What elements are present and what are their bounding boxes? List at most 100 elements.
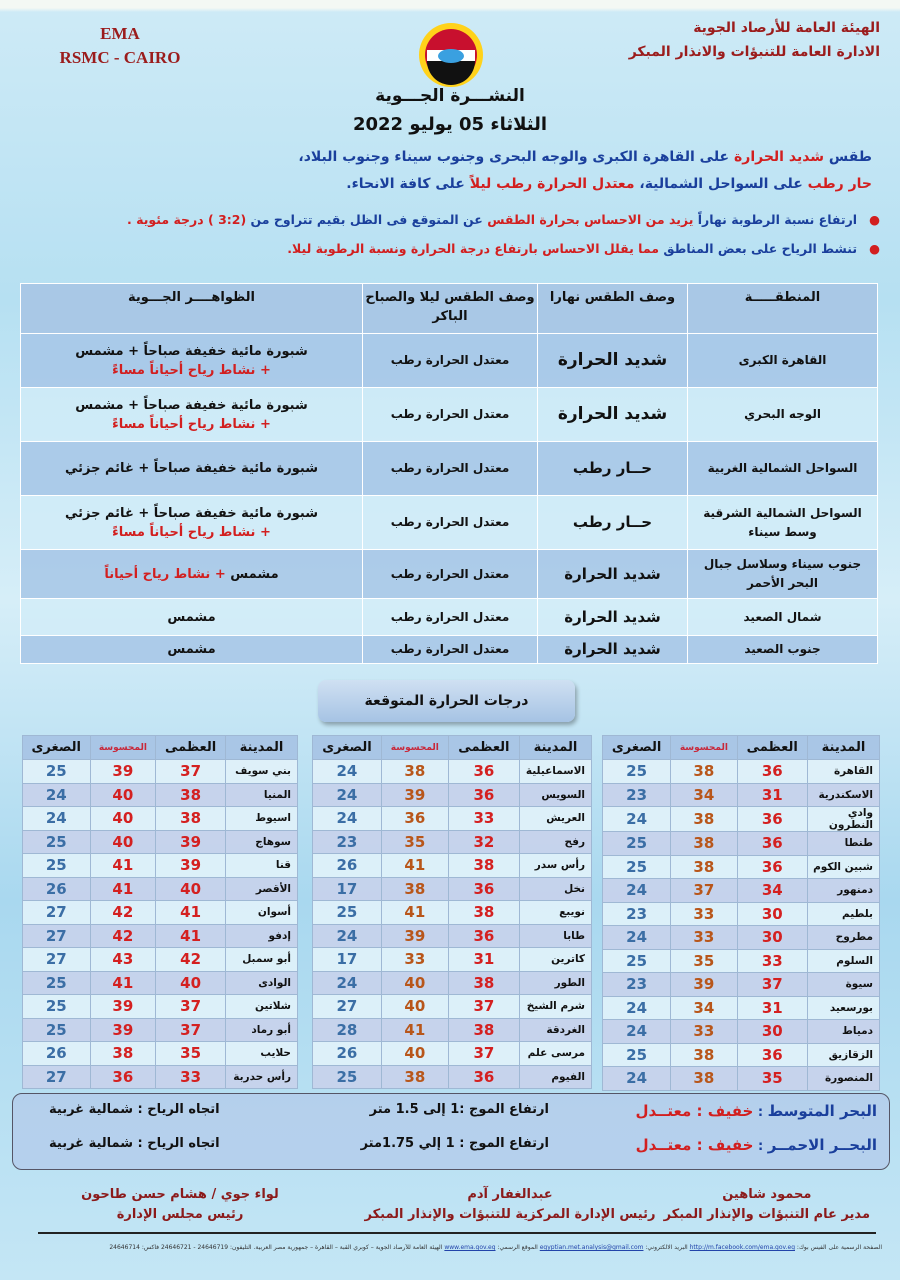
felt-temp: 38 bbox=[670, 854, 738, 879]
felt-temp: 40 bbox=[89, 829, 157, 854]
max-temp: 31 bbox=[736, 995, 808, 1020]
org-ar-line1: الهيئة العامة للأرصاد الجوية bbox=[693, 20, 880, 36]
max-temp: 36 bbox=[447, 759, 521, 784]
felt-temp: 35 bbox=[670, 948, 738, 973]
city-name: أسوان bbox=[225, 900, 298, 925]
org-en-line1: EMA bbox=[100, 24, 140, 43]
min-temp: 26 bbox=[312, 1041, 382, 1066]
region-name: السواحل الشمالية الغربية bbox=[687, 441, 878, 496]
max-temp: 38 bbox=[155, 806, 226, 831]
city-row: شلاتين 37 39 25 bbox=[22, 994, 298, 1019]
city-row: الوادى 40 41 25 bbox=[22, 970, 298, 995]
max-temp: 32 bbox=[447, 829, 521, 854]
phenomena-segment: شبورة مائية خفيفة صباحاً + غائم جزئي bbox=[64, 505, 319, 521]
bullets: ● ارتفاع نسبة الرطوبة نهاراً يزيد من الاح… bbox=[20, 212, 880, 270]
min-temp: 25 bbox=[601, 854, 672, 879]
city-row: طابا 36 39 24 bbox=[312, 923, 592, 948]
min-temp: 25 bbox=[22, 853, 91, 878]
felt-temp: 41 bbox=[89, 970, 157, 995]
summary-line: طقس شديد الحرارة على القاهرة الكبرى والو… bbox=[20, 144, 872, 171]
city-row: رأس سدر 38 41 26 bbox=[312, 853, 592, 878]
signatory-name: عبدالغفار آدم bbox=[467, 1187, 553, 1202]
max-temp: 42 bbox=[155, 947, 226, 972]
min-temp: 27 bbox=[22, 947, 91, 972]
city-row: سيوة 37 39 23 bbox=[601, 972, 880, 997]
sea-name-state: البحــر الاحمــر : خفيف : معتــدل bbox=[636, 1136, 877, 1154]
org-ar-line2: الادارة العامة للتنبؤات والانذار المبكر bbox=[628, 44, 880, 60]
min-temp: 24 bbox=[601, 925, 672, 950]
city-row: بلطيم 30 33 23 bbox=[601, 901, 880, 926]
column-header: المحسوسة bbox=[380, 735, 449, 760]
column-header: الظواهــــر الجـــوية bbox=[20, 283, 363, 334]
min-temp: 23 bbox=[601, 901, 672, 926]
max-temp: 35 bbox=[155, 1041, 226, 1066]
footer-fb-link[interactable]: http://m.facebook.com/ema.gov.eg bbox=[689, 1244, 795, 1251]
weather-phenomena: شبورة مائية خفيفة صباحاً + غائم جزئي + نش… bbox=[20, 495, 363, 550]
min-temp: 27 bbox=[22, 1064, 91, 1089]
divider bbox=[38, 1232, 876, 1234]
footer-address: الهيئة العامة للأرصاد الجوية – كوبري الق… bbox=[109, 1244, 443, 1251]
city-row: اسيوط 38 40 24 bbox=[22, 806, 298, 831]
min-temp: 24 bbox=[22, 806, 91, 831]
day-description: شديد الحرارة bbox=[537, 598, 688, 636]
city-name: مطروح bbox=[807, 925, 880, 950]
footer-site-link[interactable]: www.ema.gov.eg bbox=[444, 1244, 496, 1251]
bullet-item: ● ارتفاع نسبة الرطوبة نهاراً يزيد من الاح… bbox=[20, 212, 880, 227]
temps-table-1: المدينة العظمى المحسوسة الصغرى القاهرة 36 38 25… bbox=[601, 735, 880, 1091]
max-temp: 39 bbox=[155, 853, 226, 878]
city-name: المنصورة bbox=[807, 1066, 880, 1091]
felt-temp: 40 bbox=[89, 782, 157, 807]
footer: الصفحة الرسمية على الفيس بوك: http://m.f… bbox=[18, 1244, 882, 1251]
city-name: سيوة bbox=[807, 972, 880, 997]
felt-temp: 38 bbox=[89, 1041, 157, 1066]
sea-state: خفيف bbox=[707, 1136, 754, 1154]
city-row: شرم الشيخ 37 40 27 bbox=[312, 994, 592, 1019]
column-header: العظمى bbox=[736, 735, 808, 760]
city-row: المنصورة 35 38 24 bbox=[601, 1066, 880, 1091]
felt-temp: 40 bbox=[380, 994, 449, 1019]
max-temp: 37 bbox=[155, 759, 226, 784]
city-row: مطروح 30 33 24 bbox=[601, 925, 880, 950]
min-temp: 24 bbox=[601, 995, 672, 1020]
min-temp: 25 bbox=[312, 900, 382, 925]
felt-temp: 33 bbox=[670, 901, 738, 926]
regions-table: المنطقـــــة وصف الطقس نهارا وصف الطقس ليل… bbox=[20, 283, 878, 664]
max-temp: 38 bbox=[447, 853, 521, 878]
max-temp: 30 bbox=[736, 901, 808, 926]
felt-temp: 43 bbox=[89, 947, 157, 972]
summary: طقس شديد الحرارة على القاهرة الكبرى والو… bbox=[20, 144, 872, 198]
min-temp: 26 bbox=[22, 876, 91, 901]
day-description: شديد الحرارة bbox=[537, 387, 688, 442]
max-temp: 36 bbox=[447, 1064, 521, 1089]
sea-state: : معتــدل bbox=[635, 1102, 708, 1120]
min-temp: 17 bbox=[312, 947, 382, 972]
city-name: شلاتين bbox=[225, 994, 298, 1019]
max-temp: 36 bbox=[736, 1042, 808, 1067]
city-name: بني سويف bbox=[225, 759, 298, 784]
max-temp: 41 bbox=[155, 923, 226, 948]
felt-temp: 39 bbox=[380, 782, 449, 807]
weather-phenomena: شبورة مائية خفيفة صباحاً + غائم جزئي bbox=[20, 441, 363, 496]
column-header: المدينة bbox=[519, 735, 592, 760]
signature: لواء جوي / هشام حسن طاحون رئيس مجلس الإدا… bbox=[40, 1185, 320, 1225]
min-temp: 23 bbox=[601, 782, 672, 807]
min-temp: 24 bbox=[601, 878, 672, 903]
day-description: حــار رطب bbox=[537, 495, 688, 550]
footer-email-link[interactable]: egyptian.met.analysis@gmail.com bbox=[539, 1244, 644, 1251]
city-name: رفح bbox=[519, 829, 592, 854]
felt-temp: 38 bbox=[670, 806, 738, 832]
felt-temp: 33 bbox=[670, 925, 738, 950]
city-row: المنيا 38 40 24 bbox=[22, 782, 298, 807]
felt-temp: 34 bbox=[670, 782, 738, 807]
phenomena-segment: شبورة مائية خفيفة صباحاً + مشمس bbox=[75, 343, 308, 359]
city-name: الأقصر bbox=[225, 876, 298, 901]
min-temp: 25 bbox=[22, 829, 91, 854]
column-header: الصغرى bbox=[601, 735, 672, 760]
min-temp: 25 bbox=[601, 1042, 672, 1067]
city-row: إدفو 41 42 27 bbox=[22, 923, 298, 948]
sea-state: : معتــدل bbox=[635, 1136, 708, 1154]
max-temp: 36 bbox=[736, 759, 808, 784]
region-row: جنوب الصعيد شديد الحرارة معتدل الحرارة رطب… bbox=[20, 635, 878, 664]
weather-phenomena: شبورة مائية خفيفة صباحاً + مشمس + نشاط ري… bbox=[20, 333, 363, 388]
weather-phenomena: شبورة مائية خفيفة صباحاً + مشمس + نشاط ري… bbox=[20, 387, 363, 442]
